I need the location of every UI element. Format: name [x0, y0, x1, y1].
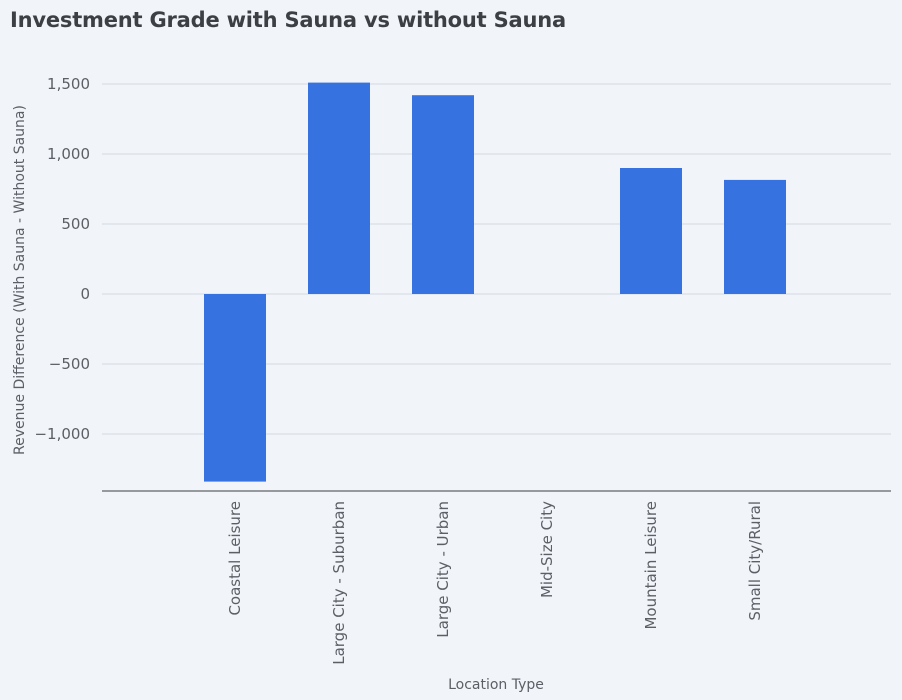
x-axis-title: Location Type: [448, 677, 544, 693]
bar[interactable]: [412, 95, 474, 294]
bar[interactable]: [204, 294, 266, 482]
y-tick-label: 1,500: [47, 75, 90, 93]
bar[interactable]: [308, 82, 370, 294]
y-axis-ticks: −1,000 −500 0 500 1,000 1,500: [34, 75, 90, 443]
bars: [204, 82, 786, 482]
y-tick-label: −500: [49, 355, 90, 373]
y-tick-label: 500: [61, 215, 90, 233]
x-axis-ticks: Coastal Leisure Large City - Suburban Larg…: [226, 501, 764, 665]
y-tick-label: 1,000: [47, 145, 90, 163]
y-tick-label: 0: [80, 285, 90, 303]
chart-title: Investment Grade with Sauna vs without S…: [10, 8, 566, 32]
y-axis-title: Revenue Difference (With Sauna - Without…: [12, 105, 28, 455]
x-tick-label: Coastal Leisure: [226, 501, 244, 616]
x-tick-label: Large City - Suburban: [330, 501, 348, 665]
y-tick-label: −1,000: [34, 425, 90, 443]
x-tick-label: Mid-Size City: [538, 501, 556, 598]
bar[interactable]: [620, 168, 682, 294]
x-tick-label: Mountain Leisure: [642, 501, 660, 630]
x-tick-label: Large City - Urban: [434, 501, 452, 638]
x-tick-label: Small City/Rural: [746, 501, 764, 621]
bar[interactable]: [724, 179, 786, 294]
